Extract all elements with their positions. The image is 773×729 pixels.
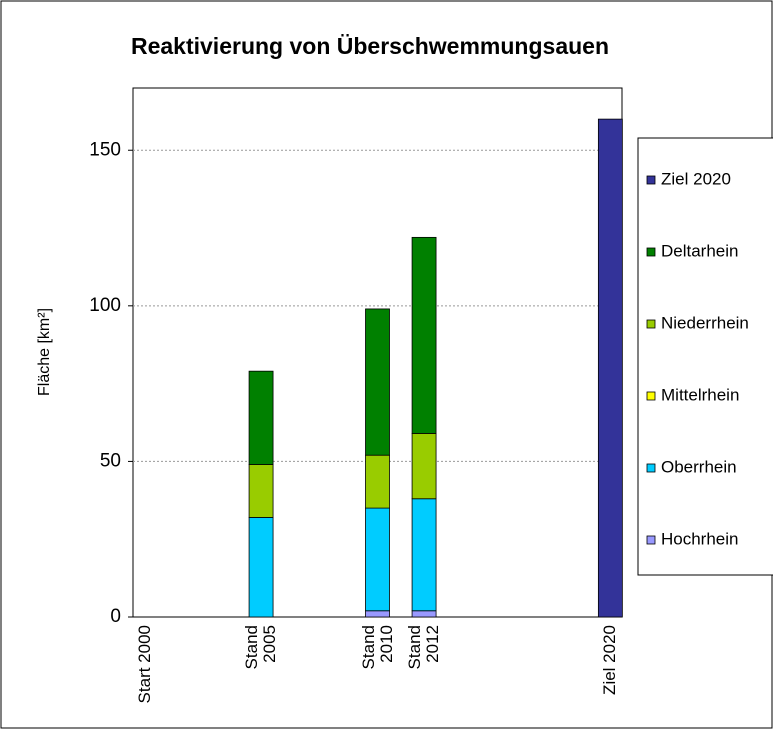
bar-segment [365,610,390,618]
legend-swatch [646,391,656,401]
bar-segment [248,464,274,518]
legend-label: Mittelrhein [661,385,739,404]
y-tick-label: 50 [100,450,121,471]
bar-segment [411,498,437,612]
legend-label: Niederrhein [661,313,749,332]
bar-segment [597,118,623,618]
x-tick-label: Stand 2010 [358,625,396,670]
y-tick-label: 150 [89,139,121,160]
y-axis-label: Fläche [km²] [36,308,53,396]
legend-label: Ziel 2020 [661,169,731,188]
x-tick-label: Stand 2005 [242,625,280,670]
legend-swatch [646,247,656,257]
x-tick-label: Ziel 2020 [600,625,620,695]
legend-label: Deltarhein [661,241,739,260]
chart-title: Reaktivierung von Überschwemmungsauen [131,33,609,59]
bar-segment [411,433,437,500]
bar-segment [411,236,437,434]
legend-box [637,137,773,576]
bar-segment [365,454,390,509]
bar-segment [411,610,437,618]
legend-label: Hochrhein [661,529,739,548]
x-tick-label: Stand 2012 [405,625,443,670]
bar-segment [365,308,390,456]
legend-swatch [646,175,656,185]
y-tick-label: 100 [89,295,121,316]
bar-segment [248,517,274,618]
legend-swatch [646,535,656,545]
legend-label: Oberrhein [661,457,737,476]
y-tick-label: 0 [110,606,121,627]
x-tick-label: Start 2000 [134,625,154,704]
legend-swatch [646,463,656,473]
legend-swatch [646,319,656,329]
bar-segment [365,507,390,612]
bar-segment [248,370,274,465]
